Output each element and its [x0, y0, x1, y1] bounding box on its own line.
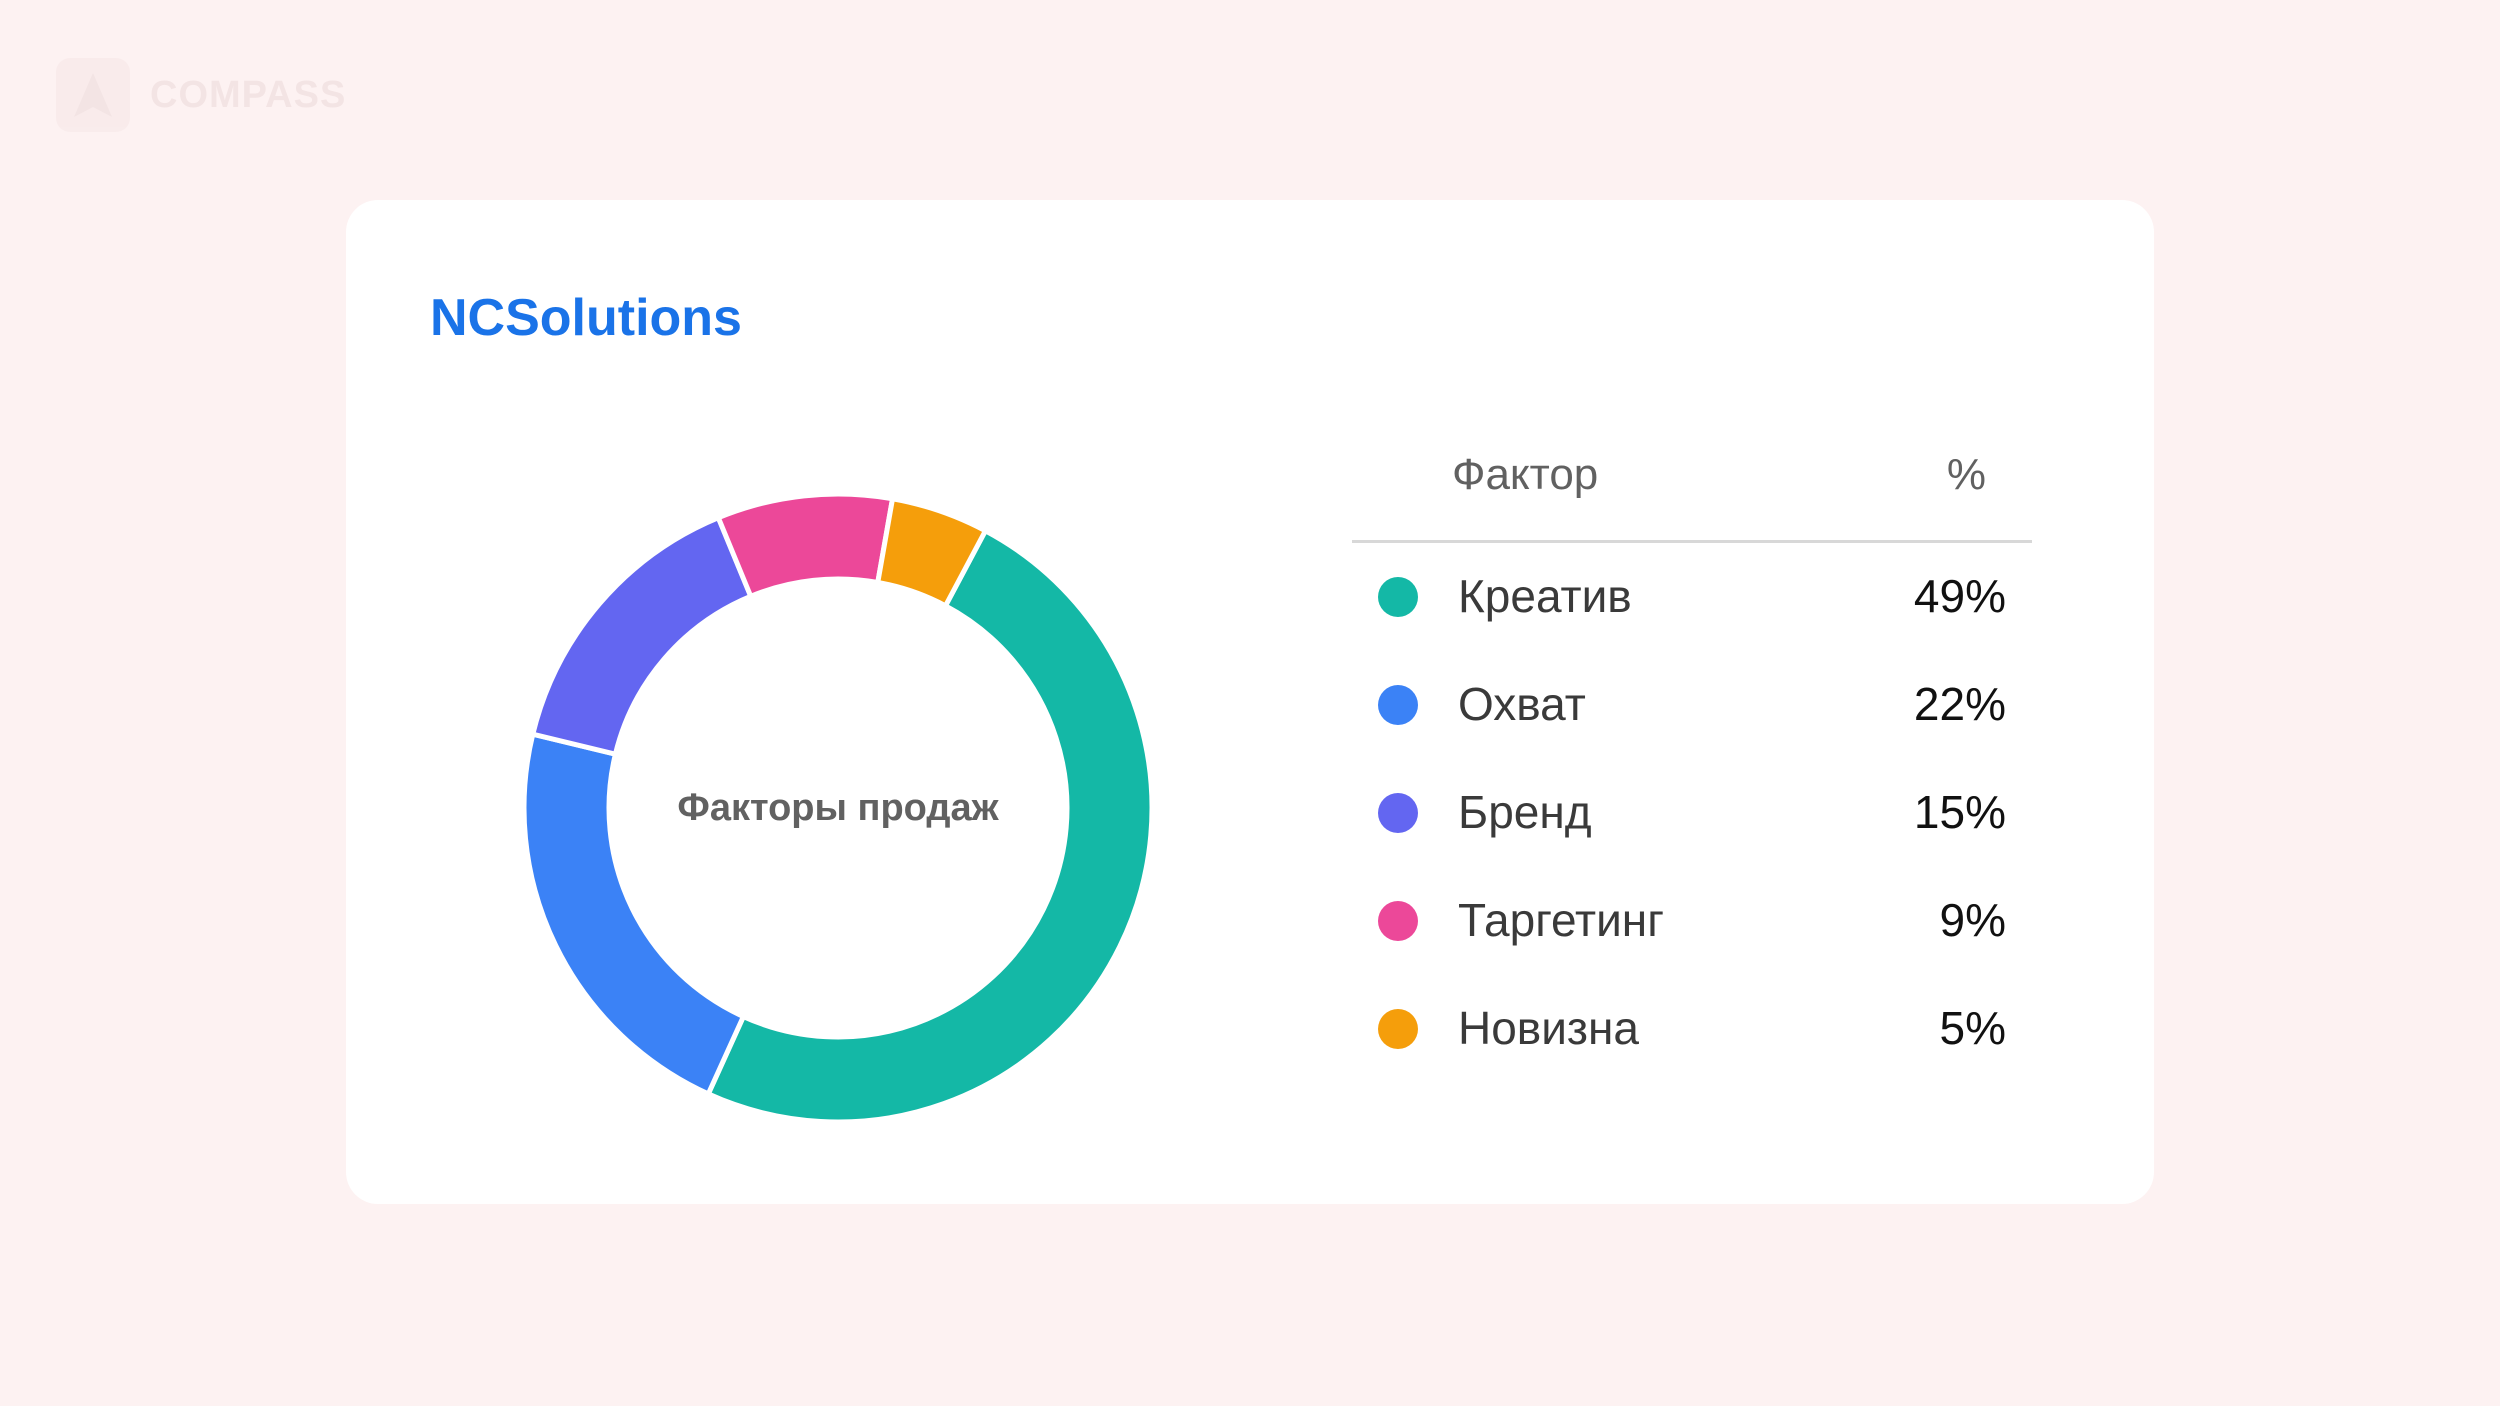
- factor-label: Таргетинг: [1458, 894, 1664, 946]
- legend-dot-icon: [1378, 1009, 1418, 1049]
- factor-label: Охват: [1458, 678, 1586, 730]
- factor-label: Новизна: [1458, 1002, 1640, 1054]
- brand-logo: COMPASS: [56, 58, 346, 132]
- table-row: Охват 22%: [1352, 651, 2032, 759]
- card-title: NCSolutions: [430, 289, 742, 347]
- donut-slice-5: [874, 495, 989, 610]
- table-row: Креатив 49%: [1352, 543, 2032, 651]
- factor-label: Креатив: [1458, 570, 1632, 622]
- donut-svg: Факторы продаж: [521, 491, 1155, 1125]
- table-row: Новизна 5%: [1352, 975, 2032, 1083]
- chart-center-label: Факторы продаж: [677, 787, 999, 829]
- header-percent: %: [1946, 450, 1986, 499]
- legend-table: Фактор % Креатив 49% Охват 22% Бренд 15% Тарге…: [1352, 430, 2032, 1083]
- legend-dot-icon: [1378, 577, 1418, 617]
- header-factor: Фактор: [1452, 450, 1599, 499]
- compass-logo-icon: [56, 58, 130, 132]
- brand-name: COMPASS: [150, 73, 347, 116]
- legend-dot-icon: [1378, 685, 1418, 725]
- factor-percent: 15%: [1913, 786, 2006, 838]
- factor-percent: 9%: [1939, 894, 2006, 946]
- factor-percent: 22%: [1913, 678, 2006, 730]
- table-row: Таргетинг 9%: [1352, 867, 2032, 975]
- donut-slice-3: [529, 514, 754, 758]
- legend-dot-icon: [1378, 793, 1418, 833]
- donut-slice-1: [704, 527, 1155, 1125]
- table-body: Креатив 49% Охват 22% Бренд 15% Таргетинг 9% Нов…: [1352, 543, 2032, 1083]
- donut-slice-4: [715, 491, 896, 600]
- factor-percent: 5%: [1939, 1002, 2006, 1054]
- factor-percent: 49%: [1913, 570, 2006, 622]
- chart-card: NCSolutions Факторы продаж Фактор % Креа…: [346, 200, 2154, 1204]
- factor-label: Бренд: [1458, 786, 1592, 838]
- table-header: Фактор %: [1352, 430, 2032, 543]
- donut-chart: Факторы продаж: [518, 488, 1158, 1128]
- table-row: Бренд 15%: [1352, 759, 2032, 867]
- legend-dot-icon: [1378, 901, 1418, 941]
